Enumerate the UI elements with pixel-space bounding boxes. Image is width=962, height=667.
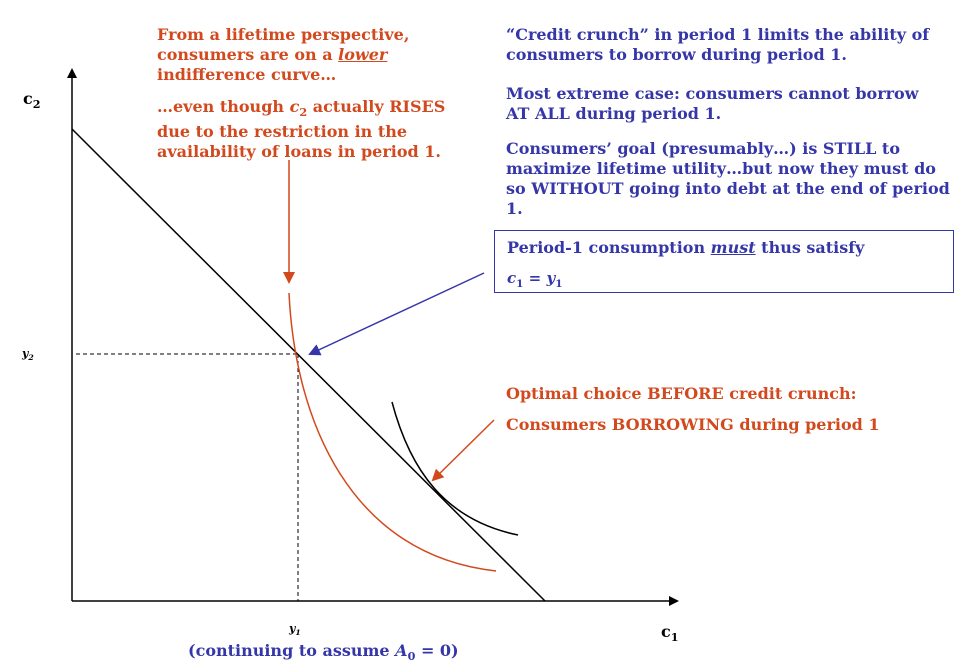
c2-rises-text: …even though c2 actually RISES due to th… xyxy=(157,97,445,162)
budget-line xyxy=(71,128,546,602)
lifetime-line-1: From a lifetime perspective, xyxy=(157,25,410,44)
y2-tick-main: y xyxy=(22,347,29,360)
crunch-line-2: consumers to borrow during period 1. xyxy=(506,45,847,64)
lifetime-line-3: indifference curve… xyxy=(157,65,337,84)
y-axis-label-main: c xyxy=(23,89,33,108)
lifetime-perspective-text: From a lifetime perspective, consumers a… xyxy=(157,25,409,85)
y-axis-label: c2 xyxy=(23,89,41,111)
goal-line-1: Consumers’ goal (presumably…) is STILL t… xyxy=(506,139,900,158)
extreme-line-1: Most extreme case: consumers cannot borr… xyxy=(506,84,919,103)
optimal-line-1: Optimal choice BEFORE credit crunch: xyxy=(506,384,857,403)
orange-arrow-to-tangency xyxy=(431,419,495,482)
constraint-box: Period-1 consumption must thus satisfy c… xyxy=(494,230,954,293)
x-axis-label-sub: 1 xyxy=(670,630,679,645)
eq-lhs: c xyxy=(507,269,517,287)
goal-line-4: 1. xyxy=(506,199,523,218)
constraint-suffix: thus satisfy xyxy=(755,238,865,257)
credit-crunch-text: “Credit crunch” in period 1 limits the a… xyxy=(506,25,929,65)
rises-suffix: actually RISES xyxy=(307,97,446,116)
y1-tick-main: y xyxy=(289,622,296,635)
lower-indifference-curve xyxy=(288,292,497,572)
x-axis-label-main: c xyxy=(661,622,671,641)
y-axis-label-sub: 2 xyxy=(32,97,41,112)
rises-var-sub: 2 xyxy=(299,105,308,120)
lifetime-line-2-prefix: consumers are on a xyxy=(157,45,339,64)
constraint-emph: must xyxy=(710,238,756,257)
rises-line-2: due to the restriction in the xyxy=(157,122,408,142)
y1-tick-sub: 1 xyxy=(295,628,301,638)
footnote-suffix: = 0) xyxy=(415,641,459,660)
eq-lhs-sub: 1 xyxy=(516,278,524,290)
optimal-choice-text: Optimal choice BEFORE credit crunch: Con… xyxy=(506,384,880,435)
footnote-var-sub: 0 xyxy=(407,649,416,664)
rises-line-3: availability of loans in period 1. xyxy=(157,142,441,162)
blue-arrow-to-endowment xyxy=(308,272,485,356)
extreme-case-text: Most extreme case: consumers cannot borr… xyxy=(506,84,919,124)
y1-tick-label: y1 xyxy=(289,622,301,637)
footnote: (continuing to assume A0 = 0) xyxy=(188,641,459,666)
eq-rhs-sub: 1 xyxy=(555,278,563,290)
eq-rhs: y xyxy=(546,269,556,287)
goal-line-3: so WITHOUT going into debt at the end of… xyxy=(506,179,950,198)
footnote-var: A xyxy=(395,641,408,660)
crunch-line-1: “Credit crunch” in period 1 limits the a… xyxy=(506,25,930,44)
consumers-goal-text: Consumers’ goal (presumably…) is STILL t… xyxy=(506,139,950,219)
optimal-line-2: Consumers BORROWING during period 1 xyxy=(506,415,880,434)
rises-var: c xyxy=(289,97,300,116)
constraint-prefix: Period-1 consumption xyxy=(507,238,711,257)
rises-prefix: …even though xyxy=(157,97,290,116)
goal-line-2: maximize lifetime utility…but now they m… xyxy=(506,159,936,178)
eq-mid: = xyxy=(523,269,547,287)
x-axis-label: c1 xyxy=(661,622,679,644)
extreme-line-2: AT ALL during period 1. xyxy=(506,104,722,123)
lifetime-line-2-emph: lower xyxy=(338,45,388,64)
rises-line-1: …even though c2 actually RISES xyxy=(157,97,445,122)
y2-tick-sub: 2 xyxy=(28,353,34,363)
constraint-equation: c1 = y1 xyxy=(507,268,563,294)
y2-tick-label: y2 xyxy=(22,347,34,362)
footnote-prefix: (continuing to assume xyxy=(188,641,396,660)
original-indifference-curve xyxy=(391,401,519,536)
lifetime-line-2: consumers are on a lower xyxy=(157,45,409,65)
constraint-line-1: Period-1 consumption must thus satisfy xyxy=(507,238,864,258)
